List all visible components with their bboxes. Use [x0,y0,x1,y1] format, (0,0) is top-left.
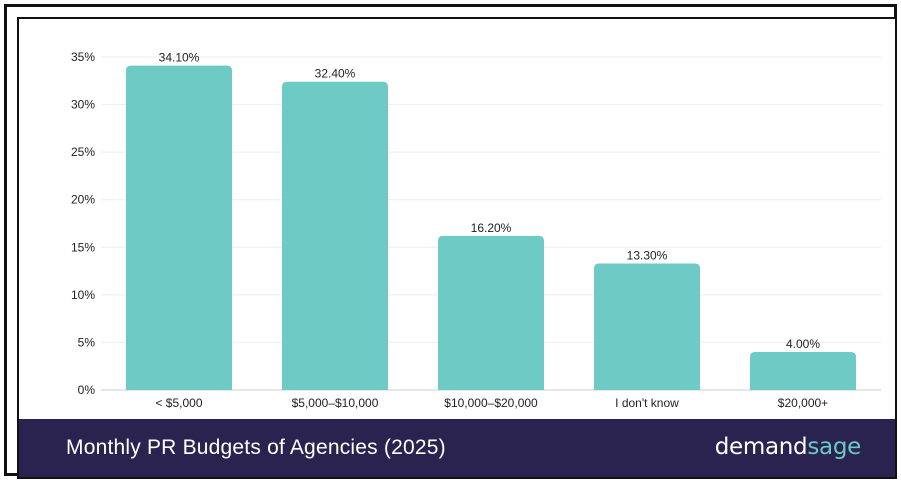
chart-card: 0% 5% 10% 15% 20% 25% 30% 35% 34.10% < $5,000 32.4… [17,17,897,479]
y-tick-label: 30% [71,98,95,112]
bar-value-label: 16.20% [471,221,512,235]
bar-value-label: 32.40% [315,67,356,81]
y-tick-label: 15% [71,240,95,254]
x-category-label: $20,000+ [778,396,828,410]
brand-logo-part1: demand [714,434,808,460]
bar [438,235,544,390]
brand-logo: demandsage [714,434,862,460]
y-tick-label: 25% [71,145,95,159]
y-tick-label: 10% [71,288,95,302]
x-category-label: $5,000–$10,000 [292,396,379,410]
bar-chart: 0% 5% 10% 15% 20% 25% 30% 35% 34.10% < $5,000 32.4… [71,50,881,410]
bar [594,263,700,390]
x-category-label: $10,000–$20,000 [444,396,538,410]
footer-banner: Monthly PR Budgets of Agencies (2025) de… [19,419,895,477]
y-tick-label: 0% [78,383,96,397]
x-category-label: < $5,000 [155,396,202,410]
bar-value-label: 13.30% [627,248,668,262]
y-tick-label: 20% [71,193,95,207]
y-tick-label: 5% [78,335,96,349]
bar [126,65,232,390]
x-category-label: I don't know [615,396,679,410]
brand-logo-part2: sage [807,434,861,460]
y-tick-label: 35% [71,50,95,64]
bar [282,81,388,390]
bar-value-label: 34.10% [159,51,200,65]
outer-frame: 0% 5% 10% 15% 20% 25% 30% 35% 34.10% < $5,000 32.4… [4,4,897,479]
chart-title: Monthly PR Budgets of Agencies (2025) [66,436,446,459]
bar [750,351,856,390]
bar-value-label: 4.00% [786,337,820,351]
